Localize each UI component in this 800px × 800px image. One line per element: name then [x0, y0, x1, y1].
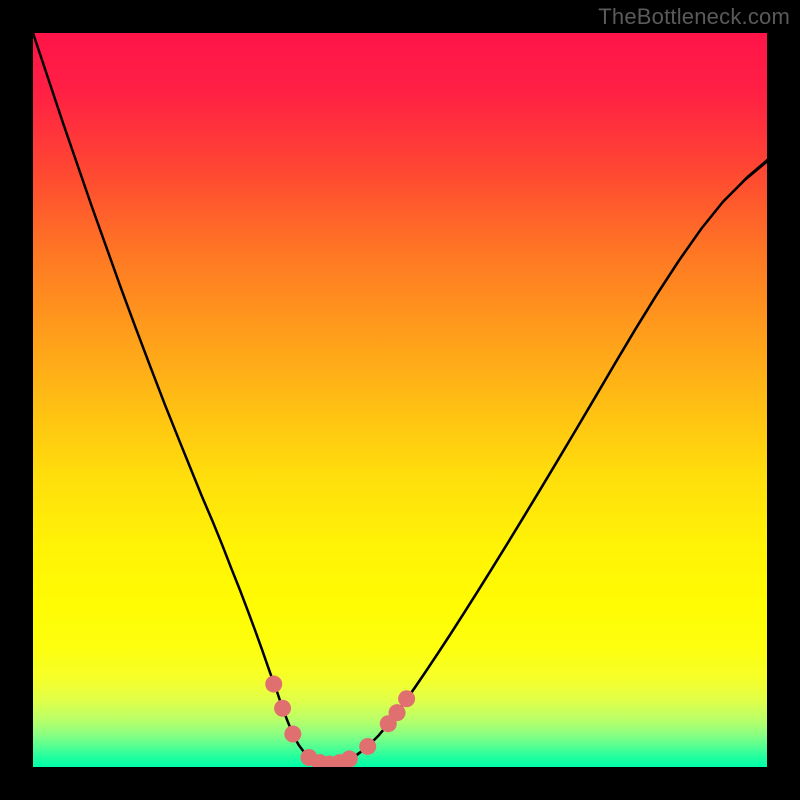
- chart-svg: [33, 33, 767, 767]
- data-marker: [341, 750, 358, 767]
- watermark-text: TheBottleneck.com: [598, 4, 790, 30]
- curve-main: [33, 33, 767, 764]
- data-marker: [284, 725, 301, 742]
- data-marker: [389, 704, 406, 721]
- curve-shadow: [331, 159, 767, 765]
- data-marker: [265, 676, 282, 693]
- data-marker: [274, 700, 291, 717]
- data-marker: [359, 738, 376, 755]
- chart-stage: TheBottleneck.com: [0, 0, 800, 800]
- plot-area: [33, 33, 767, 767]
- data-marker: [398, 690, 415, 707]
